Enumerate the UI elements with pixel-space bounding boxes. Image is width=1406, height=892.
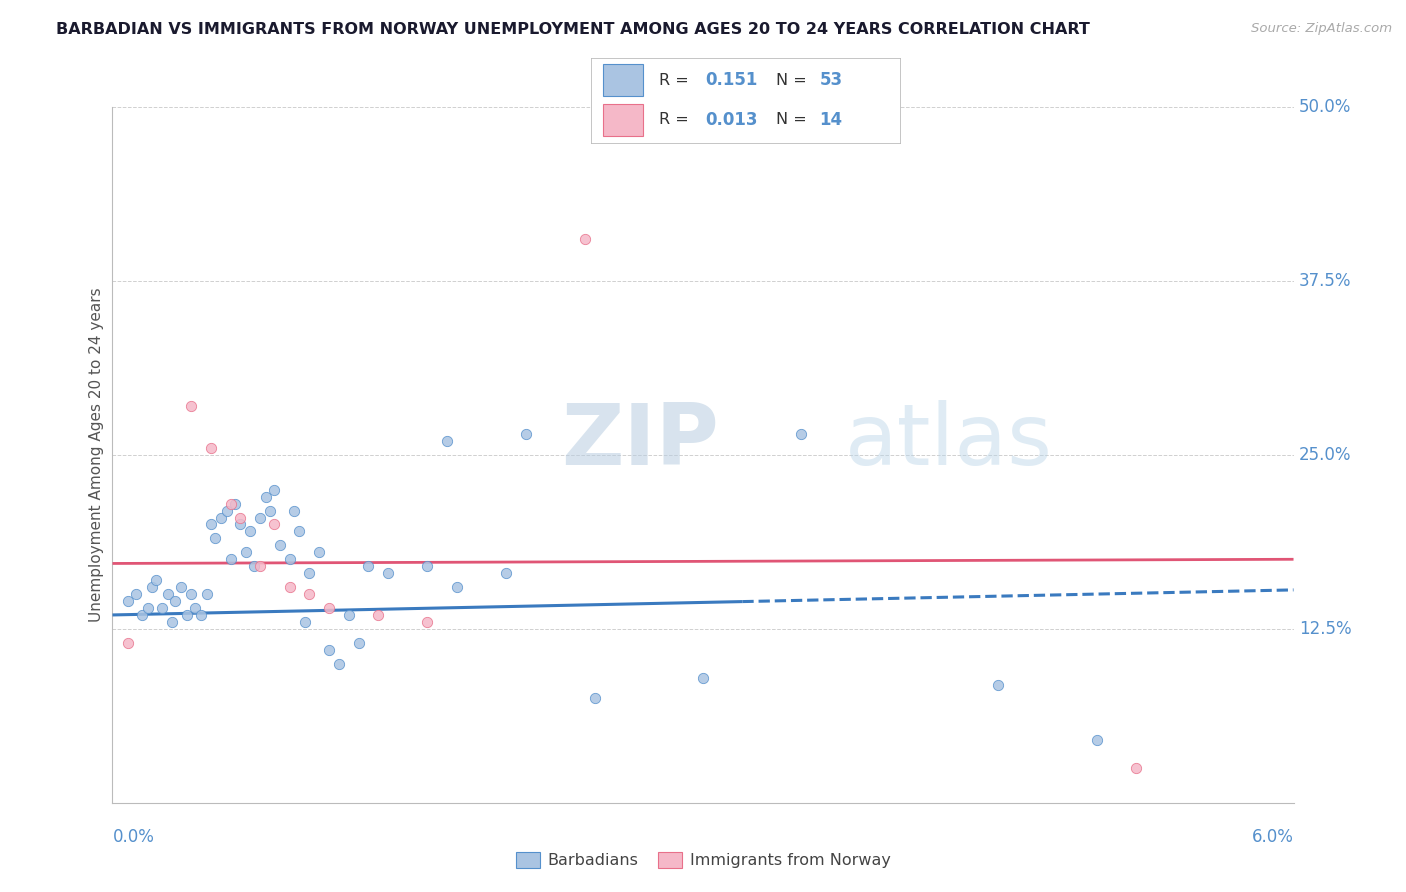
Point (583, 691, 606, 706)
Point (263, 483, 285, 497)
Point (141, 580, 163, 594)
Point (204, 532, 226, 546)
Point (180, 587, 202, 601)
Y-axis label: Unemployment Among Ages 20 to 24 years: Unemployment Among Ages 20 to 24 years (89, 287, 104, 623)
Point (209, 510, 232, 524)
Point (117, 636, 139, 650)
Point (987, 677, 1010, 691)
Point (337, 607, 360, 622)
Text: N =: N = (776, 112, 807, 128)
Text: 0.151: 0.151 (704, 71, 758, 89)
Point (288, 524, 311, 539)
Point (156, 587, 179, 601)
Point (318, 601, 340, 615)
Point (377, 566, 399, 581)
Point (117, 594, 139, 608)
Point (200, 517, 222, 532)
Point (165, 594, 187, 608)
Point (436, 434, 458, 448)
Point (184, 601, 207, 615)
Point (190, 607, 212, 622)
Text: N =: N = (776, 72, 807, 87)
Text: 14: 14 (820, 111, 842, 128)
Point (692, 671, 714, 685)
Point (298, 566, 321, 581)
Text: ZIP: ZIP (561, 400, 718, 483)
Point (224, 497, 246, 511)
Point (298, 587, 321, 601)
Point (249, 559, 271, 574)
Point (1125, 761, 1147, 775)
Point (446, 580, 468, 594)
Bar (603, 64, 643, 96)
Point (416, 615, 439, 629)
Point (278, 580, 301, 594)
Point (229, 510, 252, 524)
Point (574, 232, 596, 246)
Point (131, 607, 153, 622)
Point (254, 490, 277, 504)
Point (219, 497, 242, 511)
Point (294, 615, 316, 629)
Point (235, 545, 257, 559)
Point (259, 503, 281, 517)
Text: Source: ZipAtlas.com: Source: ZipAtlas.com (1251, 22, 1392, 36)
Text: 0.0%: 0.0% (112, 828, 155, 846)
Point (283, 503, 305, 517)
Point (176, 607, 198, 622)
Point (243, 559, 266, 574)
Point (269, 538, 291, 552)
Point (195, 587, 218, 601)
Point (328, 657, 350, 671)
Point (495, 566, 517, 581)
Text: 37.5%: 37.5% (1299, 272, 1351, 290)
Point (318, 642, 340, 657)
Point (347, 636, 370, 650)
Point (416, 559, 439, 574)
Point (160, 615, 183, 629)
Text: 50.0%: 50.0% (1299, 98, 1351, 116)
Point (125, 587, 148, 601)
Point (150, 601, 173, 615)
Point (249, 510, 271, 524)
Text: 12.5%: 12.5% (1299, 620, 1351, 638)
Text: 53: 53 (820, 71, 842, 89)
Point (200, 441, 222, 455)
Point (357, 559, 380, 574)
Text: R =: R = (658, 112, 689, 128)
Text: R =: R = (658, 72, 689, 87)
Legend: Barbadians, Immigrants from Norway: Barbadians, Immigrants from Norway (509, 846, 897, 875)
Point (790, 427, 813, 442)
Point (263, 517, 285, 532)
Point (219, 552, 242, 566)
Text: atlas: atlas (845, 400, 1053, 483)
Point (180, 399, 202, 413)
Point (170, 580, 193, 594)
Point (215, 503, 238, 517)
Point (239, 524, 262, 539)
Point (308, 545, 330, 559)
Point (1085, 733, 1108, 747)
Text: BARBADIAN VS IMMIGRANTS FROM NORWAY UNEMPLOYMENT AMONG AGES 20 TO 24 YEARS CORRE: BARBADIAN VS IMMIGRANTS FROM NORWAY UNEM… (56, 22, 1090, 37)
Point (278, 552, 301, 566)
Bar (603, 103, 643, 136)
Text: 6.0%: 6.0% (1251, 828, 1294, 846)
Point (367, 607, 389, 622)
Point (229, 517, 252, 532)
Point (145, 573, 167, 587)
Text: 0.013: 0.013 (704, 111, 758, 128)
Text: 25.0%: 25.0% (1299, 446, 1351, 464)
Point (136, 601, 159, 615)
Point (515, 427, 537, 442)
